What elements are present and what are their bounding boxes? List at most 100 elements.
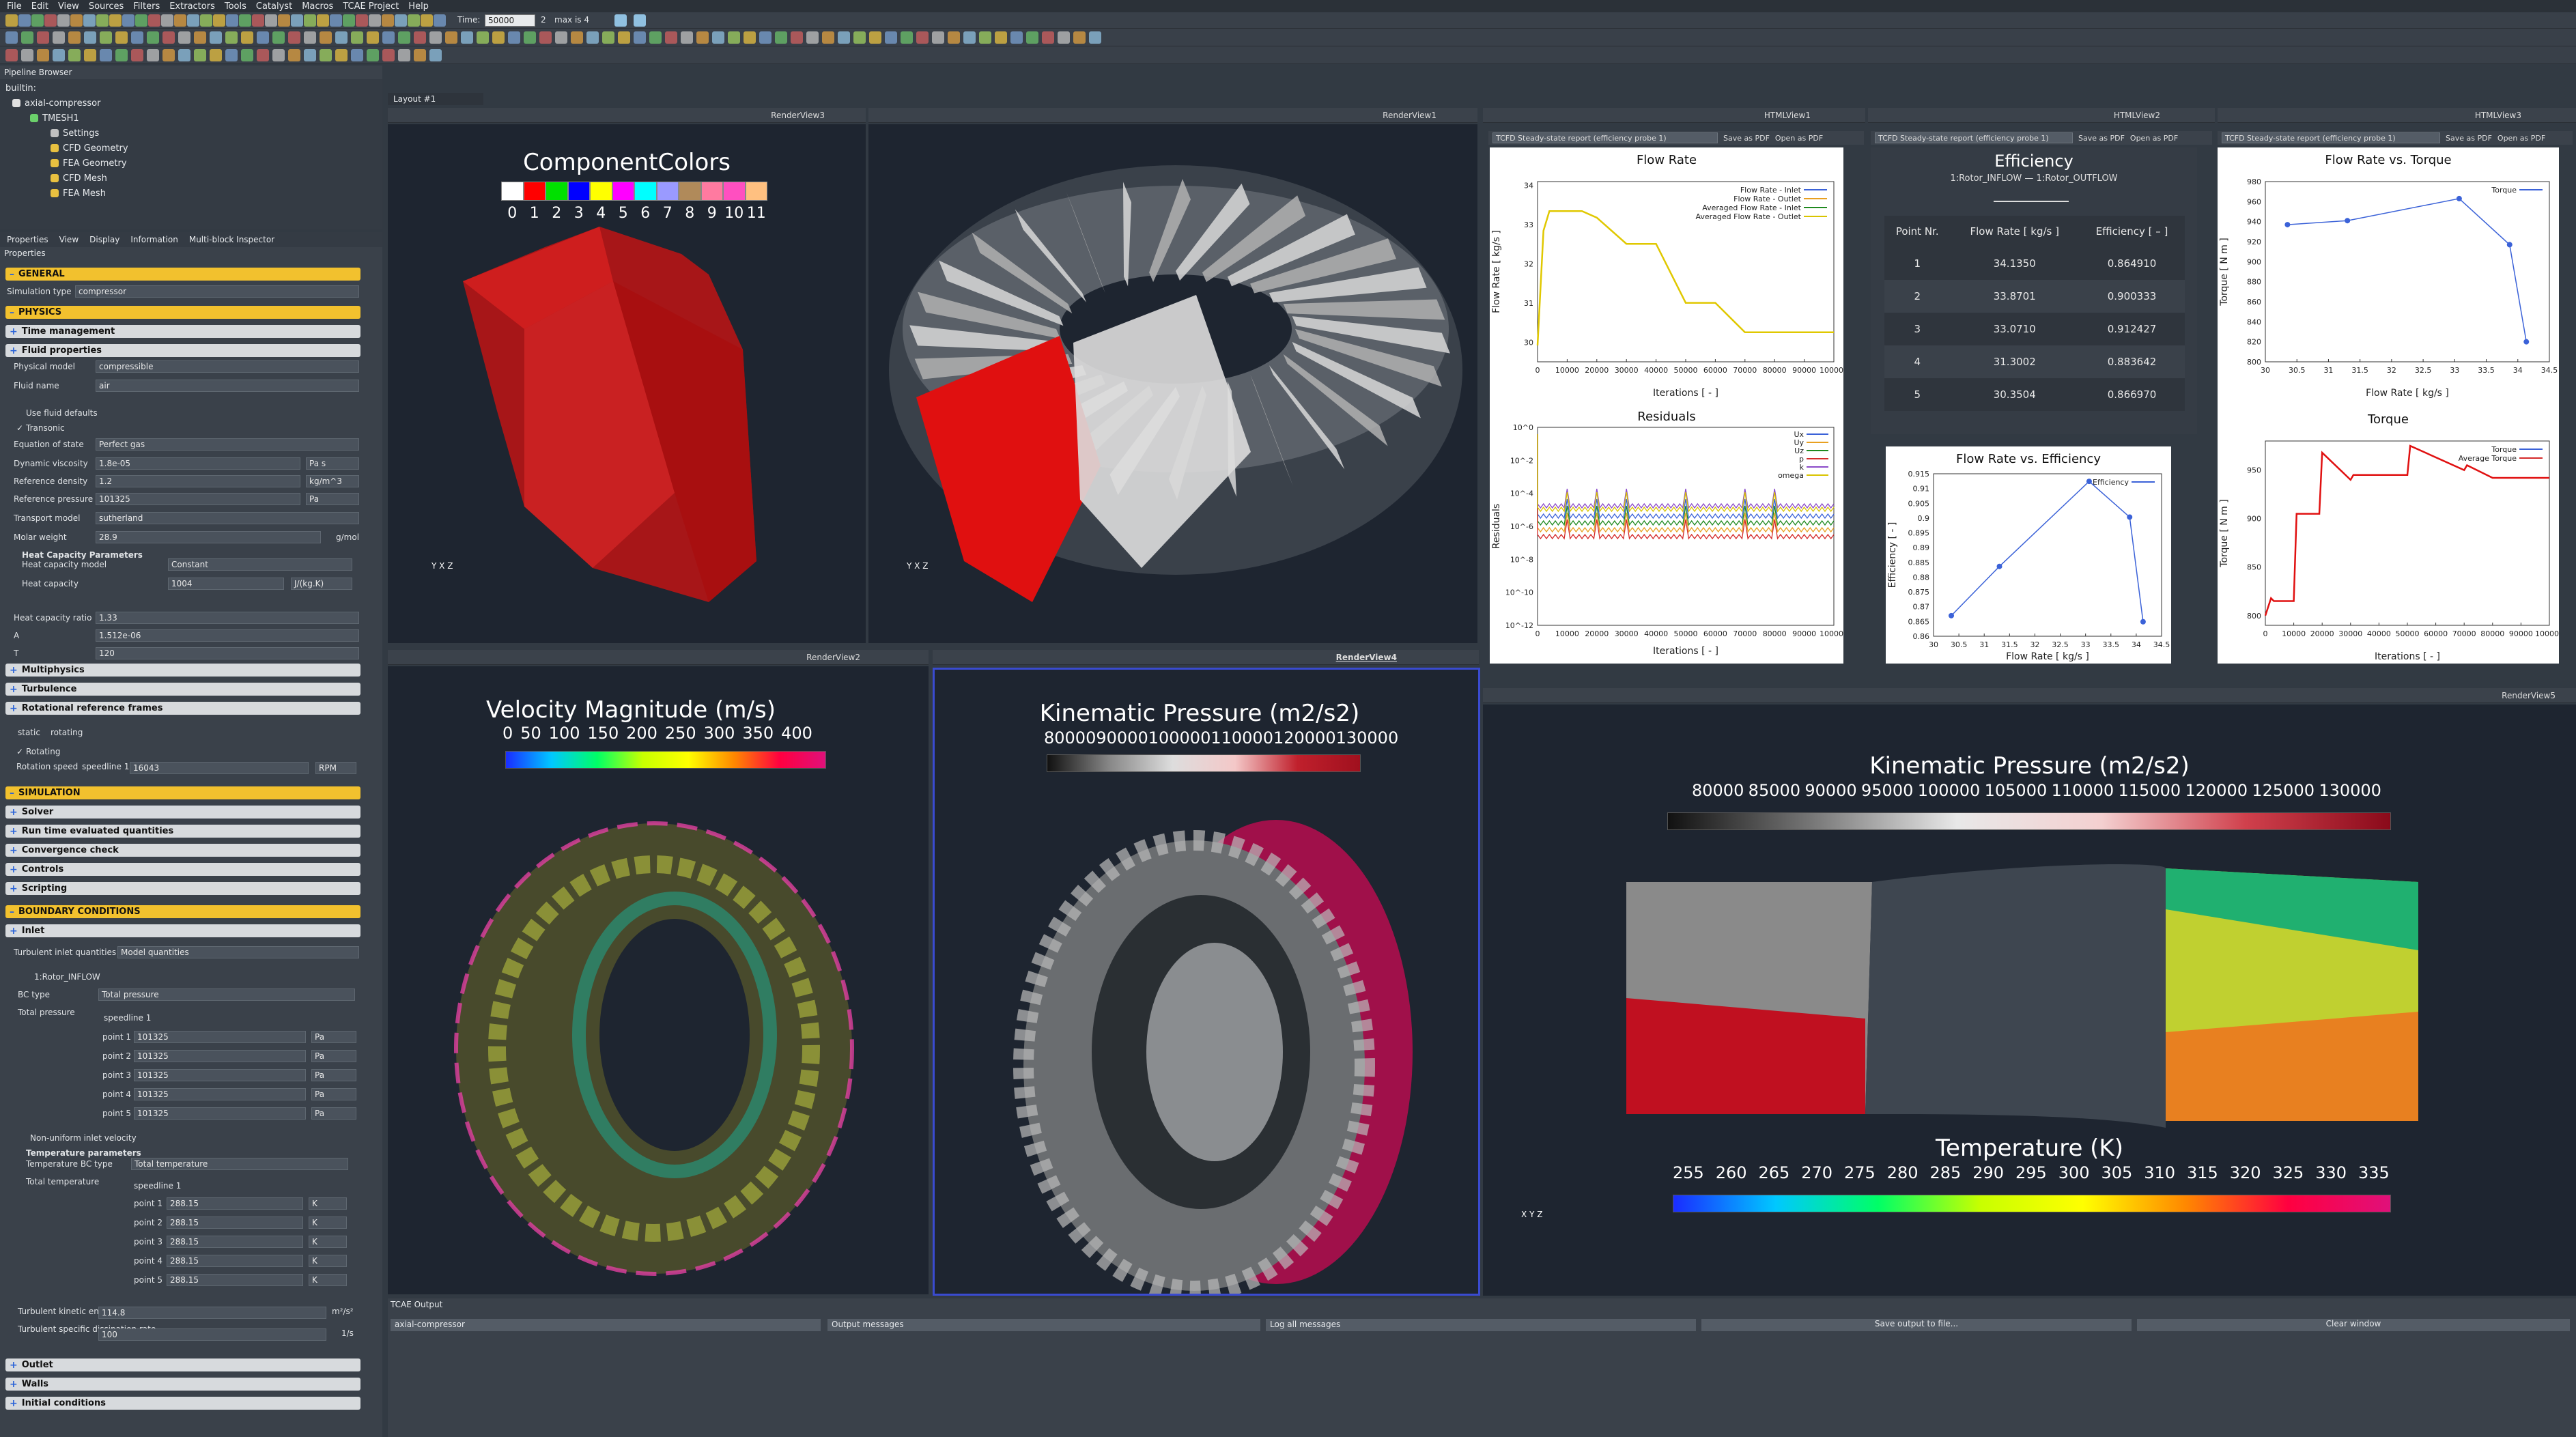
toolbar-icon[interactable] xyxy=(278,14,290,27)
total-temperature-unit[interactable]: K xyxy=(309,1255,347,1267)
use-defaults-checkbox[interactable]: Use fluid defaults xyxy=(26,408,98,418)
pipeline-item[interactable]: FEA Geometry xyxy=(3,156,382,171)
toolbar-icon[interactable] xyxy=(414,48,426,61)
toolbar-icon[interactable] xyxy=(162,48,175,61)
toolbar-icon[interactable] xyxy=(257,48,269,61)
total-pressure-unit[interactable]: Pa xyxy=(311,1088,356,1100)
section-initial[interactable]: + Initial conditions xyxy=(5,1397,360,1410)
toolbar-icon[interactable] xyxy=(174,14,186,27)
pipeline-item[interactable]: TMESH1 xyxy=(3,111,382,126)
toolbar-icon[interactable] xyxy=(1058,31,1070,44)
section-simulation[interactable]: – SIMULATION xyxy=(5,786,360,799)
toolbar-icon[interactable] xyxy=(524,31,536,44)
section-physics[interactable]: – PHYSICS xyxy=(5,306,360,319)
total-temperature-input[interactable]: 288.15 xyxy=(167,1236,303,1248)
toolbar-icon[interactable] xyxy=(304,48,316,61)
toolbar-icon[interactable] xyxy=(602,31,614,44)
total-pressure-input[interactable]: 101325 xyxy=(134,1088,306,1100)
toolbar-icon[interactable] xyxy=(369,14,381,27)
toolbar-icon[interactable] xyxy=(477,31,489,44)
phys-model-input[interactable]: compressible xyxy=(96,360,359,373)
toolbar-icon[interactable] xyxy=(68,31,81,44)
toolbar-icon[interactable] xyxy=(147,48,159,61)
total-pressure-input[interactable]: 101325 xyxy=(134,1050,306,1062)
menu-tcae-project[interactable]: TCAE Project xyxy=(343,1,399,12)
toolbar-icon[interactable] xyxy=(83,14,96,27)
toolbar-icon[interactable] xyxy=(147,31,159,44)
rot-tab-rotating[interactable]: rotating xyxy=(51,728,83,737)
menu-view[interactable]: View xyxy=(57,1,79,12)
toolbar-icon[interactable] xyxy=(838,31,850,44)
menu-catalyst[interactable]: Catalyst xyxy=(255,1,293,12)
toolbar-icon[interactable] xyxy=(665,31,677,44)
toolbar-icon[interactable] xyxy=(634,14,646,27)
toolbar-icon[interactable] xyxy=(272,48,285,61)
toolbar-icon[interactable] xyxy=(226,14,238,27)
toolbar-icon[interactable] xyxy=(148,14,160,27)
toolbar-icon[interactable] xyxy=(288,48,300,61)
toolbar-icon[interactable] xyxy=(53,31,65,44)
hc-model-input[interactable]: Constant xyxy=(168,558,352,571)
section-outlet[interactable]: + Outlet xyxy=(5,1358,360,1371)
props-tab[interactable]: Multi-block Inspector xyxy=(188,235,275,244)
molar-input[interactable]: 28.9 xyxy=(96,531,321,543)
toolbar-icon[interactable] xyxy=(210,31,222,44)
pipeline-item[interactable]: CFD Geometry xyxy=(3,141,382,156)
toolbar-icon[interactable] xyxy=(791,31,803,44)
total-pressure-unit[interactable]: Pa xyxy=(311,1107,356,1120)
total-temperature-unit[interactable]: K xyxy=(309,1217,347,1229)
toolbar-icon[interactable] xyxy=(320,48,332,61)
toolbar-icon[interactable] xyxy=(414,31,426,44)
toolbar-icon[interactable] xyxy=(21,48,33,61)
menu-file[interactable]: File xyxy=(7,1,22,12)
clear-window-button[interactable]: Clear window xyxy=(2137,1319,2570,1331)
pipeline-item[interactable]: builtin: xyxy=(3,81,382,96)
toolbar-icon[interactable] xyxy=(272,31,285,44)
menu-macros[interactable]: Macros xyxy=(302,1,334,12)
save-pdf-button-3[interactable]: Save as PDF xyxy=(2446,133,2492,143)
toolbar-icon[interactable] xyxy=(351,48,363,61)
renderview3[interactable]: ComponentColors 0 1 2 3 4 5 6 7 8 9 10 11 Y X Z xyxy=(388,124,866,643)
toolbar-icon[interactable] xyxy=(885,31,897,44)
toolbar-icon[interactable] xyxy=(178,31,190,44)
toolbar-icon[interactable] xyxy=(634,31,646,44)
toolbar-icon[interactable] xyxy=(210,48,222,61)
toolbar-icon[interactable] xyxy=(1026,31,1038,44)
toolbar-icon[interactable] xyxy=(225,48,238,61)
toolbar-icon[interactable] xyxy=(759,31,772,44)
toolbar-icon[interactable] xyxy=(241,31,253,44)
ref-pressure-unit-input[interactable]: Pa xyxy=(306,493,359,505)
toolbar-icon[interactable] xyxy=(853,31,866,44)
toolbar-icon[interactable] xyxy=(367,48,379,61)
total-pressure-unit[interactable]: Pa xyxy=(311,1050,356,1062)
toolbar-icon[interactable] xyxy=(239,14,251,27)
toolbar-icon[interactable] xyxy=(335,48,348,61)
toolbar-icon[interactable] xyxy=(5,14,18,27)
toolbar-icon[interactable] xyxy=(37,48,49,61)
tke-input[interactable]: 114.8 xyxy=(98,1307,326,1319)
toolbar-icon[interactable] xyxy=(614,14,627,27)
toolbar-icon[interactable] xyxy=(304,14,316,27)
renderview1[interactable]: Y X Z xyxy=(868,124,1477,643)
menu-filters[interactable]: Filters xyxy=(133,1,160,12)
toolbar-icon[interactable] xyxy=(96,14,109,27)
temp-bc-input[interactable]: Total temperature xyxy=(131,1158,348,1170)
toolbar-icon[interactable] xyxy=(382,48,395,61)
checkbox-icon[interactable]: ✓ xyxy=(16,747,24,756)
menu-sources[interactable]: Sources xyxy=(88,1,124,12)
toolbar-icon[interactable] xyxy=(187,14,199,27)
total-temperature-input[interactable]: 288.15 xyxy=(167,1217,303,1229)
toolbar-icon[interactable] xyxy=(194,31,206,44)
toolbar-icon[interactable] xyxy=(696,31,709,44)
total-temperature-unit[interactable]: K xyxy=(309,1236,347,1248)
ref-pressure-input[interactable]: 101325 xyxy=(96,493,300,505)
open-pdf-button-1[interactable]: Open as PDF xyxy=(1774,133,1824,143)
toolbar-icon[interactable] xyxy=(100,48,112,61)
toolbar-icon[interactable] xyxy=(356,14,368,27)
toolbar-icon[interactable] xyxy=(288,31,300,44)
menu-help[interactable]: Help xyxy=(408,1,429,12)
toolbar-icon[interactable] xyxy=(492,31,505,44)
section-convergence[interactable]: + Convergence check xyxy=(5,844,360,857)
report-dropdown-1[interactable]: TCFD Steady-state report (efficiency pro… xyxy=(1492,132,1718,143)
section-inlet[interactable]: + Inlet xyxy=(5,924,360,937)
